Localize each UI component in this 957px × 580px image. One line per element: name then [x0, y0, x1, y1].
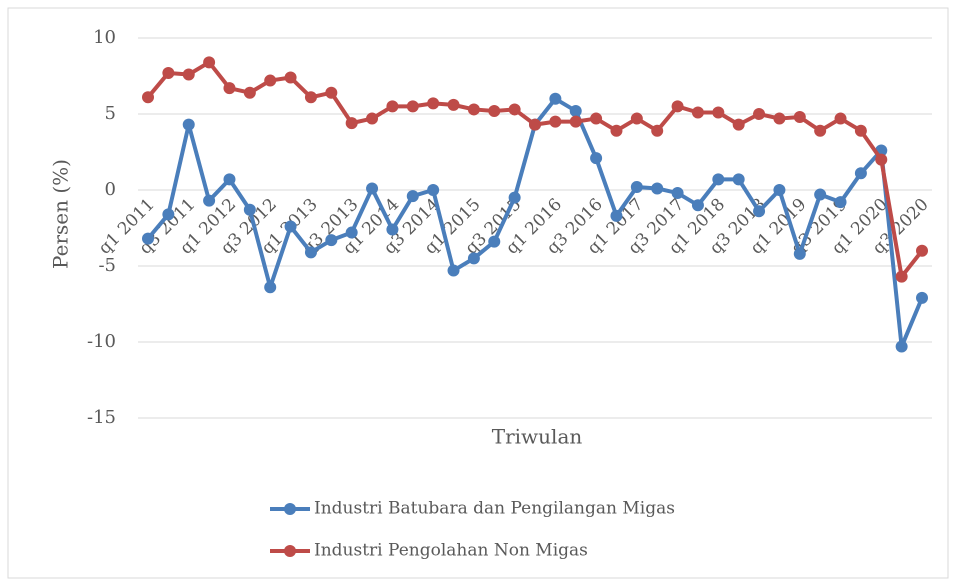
- point: [345, 226, 358, 239]
- point: [488, 104, 501, 117]
- point: [793, 247, 806, 260]
- point: [712, 106, 725, 119]
- y-tick-label: -15: [87, 407, 116, 428]
- point: [427, 97, 440, 110]
- point: [182, 68, 195, 81]
- point: [916, 291, 928, 304]
- point: [834, 112, 847, 125]
- point: [569, 104, 582, 117]
- point: [325, 86, 338, 99]
- point: [569, 115, 582, 128]
- point: [264, 74, 277, 87]
- point: [610, 124, 623, 137]
- point: [366, 112, 379, 125]
- point: [386, 223, 399, 236]
- point: [610, 209, 623, 222]
- point: [630, 112, 643, 125]
- point: [549, 92, 562, 105]
- point: [406, 100, 419, 113]
- x-axis-title: Triwulan: [492, 425, 583, 449]
- point: [488, 235, 501, 248]
- point: [529, 118, 541, 131]
- point: [916, 244, 928, 257]
- point: [162, 208, 175, 221]
- point: [223, 173, 236, 186]
- point: [386, 100, 399, 113]
- y-tick-label: 10: [93, 27, 116, 48]
- point: [712, 173, 725, 186]
- legend-marker: [284, 545, 296, 557]
- point: [142, 232, 154, 245]
- point: [691, 199, 704, 212]
- point: [243, 203, 256, 216]
- point: [325, 234, 338, 247]
- point: [671, 187, 684, 200]
- point: [590, 112, 603, 125]
- point: [203, 194, 216, 207]
- point: [182, 118, 195, 131]
- point: [814, 188, 827, 201]
- point: [304, 246, 317, 259]
- legend-marker: [284, 503, 296, 515]
- point: [834, 196, 847, 209]
- point: [814, 124, 827, 137]
- chart-border: [7, 7, 949, 579]
- point: [732, 173, 745, 186]
- point: [162, 66, 175, 79]
- point: [671, 100, 684, 113]
- y-tick-label: -10: [87, 331, 116, 352]
- y-tick-label: -5: [98, 255, 116, 276]
- point: [895, 270, 908, 283]
- point: [895, 340, 908, 353]
- point: [447, 98, 460, 111]
- point: [264, 281, 277, 294]
- point: [590, 152, 603, 165]
- point: [284, 71, 297, 84]
- y-tick-label: 0: [105, 179, 116, 200]
- point: [773, 184, 786, 196]
- legend-label: Industri Pengolahan Non Migas: [314, 541, 588, 561]
- point: [875, 153, 888, 166]
- point: [773, 112, 786, 125]
- point: [753, 108, 766, 120]
- point: [508, 103, 521, 116]
- point: [284, 220, 297, 233]
- point: [406, 190, 419, 203]
- point: [651, 182, 664, 195]
- point: [203, 56, 216, 69]
- point: [630, 180, 643, 193]
- y-axis-title: Persen (%): [49, 159, 73, 269]
- point: [854, 124, 867, 137]
- point: [467, 252, 480, 265]
- point: [447, 264, 460, 277]
- point: [753, 205, 766, 218]
- point: [142, 91, 154, 104]
- point: [508, 191, 521, 204]
- point: [223, 82, 236, 95]
- legend-label: Industri Batubara dan Pengilangan Migas: [314, 499, 675, 519]
- point: [732, 118, 745, 131]
- point: [345, 117, 358, 130]
- point: [304, 91, 317, 104]
- point: [243, 86, 256, 99]
- point: [691, 106, 704, 119]
- point: [549, 115, 562, 128]
- y-tick-label: 5: [105, 103, 116, 124]
- point: [467, 103, 480, 116]
- point: [427, 184, 440, 196]
- point: [366, 182, 379, 195]
- point: [793, 111, 806, 124]
- point: [854, 167, 867, 180]
- point: [651, 124, 664, 137]
